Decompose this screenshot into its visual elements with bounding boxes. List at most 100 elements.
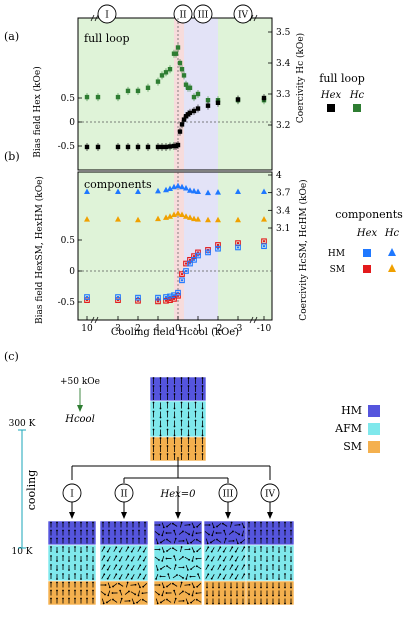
spin-arrow-head <box>142 568 145 571</box>
spin-arrow-head <box>141 598 144 601</box>
hc-component-point <box>235 188 241 194</box>
spin-arrow-head <box>182 600 185 602</box>
spin-arrow-head <box>118 577 121 580</box>
x-tick-label: -3 <box>234 324 243 334</box>
region-marker-4 <box>233 4 253 24</box>
x-tick-label: -10 <box>257 324 272 334</box>
hc-point <box>115 94 121 100</box>
spin-arrow-head <box>236 594 238 597</box>
legend-hm-hex-marker <box>363 249 371 257</box>
spin-arrow-head <box>62 589 64 592</box>
spin-arrow-head <box>196 525 199 528</box>
hc-point <box>155 79 161 84</box>
spin-arrow-head <box>231 555 234 558</box>
spin-arrow-head <box>173 555 176 558</box>
spin-arrow-head <box>156 569 159 571</box>
spin-arrow-head <box>160 601 162 604</box>
panel-b-frame <box>77 171 273 321</box>
spin-arrow-head <box>152 410 155 413</box>
spin-arrow-head <box>92 560 94 562</box>
spin-arrow-head <box>240 541 242 544</box>
spin-arrow-head <box>215 532 218 534</box>
axis-break <box>253 316 258 324</box>
panel-a-right-tick-label: 3.3 <box>276 90 291 100</box>
spin-arrow-head <box>231 573 234 576</box>
spin-arrow-head <box>194 437 197 439</box>
spin-arrow-head <box>236 602 238 605</box>
layer-legend-label: HM <box>341 404 362 417</box>
spin-arrow-head <box>144 521 146 524</box>
spin-arrow-head <box>92 581 94 584</box>
spin-arrow-head <box>142 585 145 588</box>
spin-arrow-head <box>128 590 130 593</box>
spin-arrow-head <box>230 602 232 605</box>
spin-arrow-head <box>180 401 183 404</box>
spin-arrow-head <box>272 573 274 575</box>
spin-arrow-head <box>74 564 76 566</box>
spin-arrow-head <box>158 548 161 551</box>
spin-arrow-head <box>102 602 105 605</box>
spin-arrow-head <box>248 529 250 532</box>
legend-sm-label: SM <box>330 265 345 275</box>
spin-arrow-head <box>231 546 234 549</box>
hex-component-core <box>197 251 199 254</box>
spin-arrow-head <box>290 586 292 589</box>
spin-arrow-head <box>92 529 94 532</box>
x-tick-label: 3 <box>115 324 121 334</box>
spin-arrow-head <box>115 555 118 558</box>
spin-arrow-head <box>248 586 250 589</box>
hc-component-point <box>175 182 181 189</box>
hc-component-point <box>183 213 189 219</box>
hex-point <box>163 144 169 150</box>
initial-stack-layer-1 <box>149 376 207 402</box>
spin-arrow-head <box>180 377 183 379</box>
hex-component-point <box>191 256 197 263</box>
axis-break <box>94 316 99 324</box>
spin-arrow-head <box>278 594 280 597</box>
spin-arrow-head <box>223 529 226 532</box>
hex-component-core <box>237 246 239 249</box>
spin-arrow-head <box>161 594 164 597</box>
hc-component-point <box>175 210 181 216</box>
spin-arrow-head <box>171 547 174 550</box>
spin-arrow-head <box>195 598 198 601</box>
spin-arrow-head <box>80 589 82 592</box>
spin-arrow-head <box>62 597 64 600</box>
spin-arrow-head <box>74 589 76 592</box>
panel-b-right-tick-label: 3.1 <box>276 224 290 234</box>
spin-arrow-head <box>138 521 140 524</box>
spin-arrow-head <box>266 602 268 605</box>
spin-arrow-head <box>165 592 168 594</box>
hc-component-point <box>179 211 185 217</box>
spin-arrow-head <box>80 529 82 532</box>
spin-arrow-head <box>56 569 58 571</box>
hex-component-core <box>169 295 171 298</box>
hex-point <box>135 144 141 150</box>
hex-point <box>205 103 211 108</box>
spin-arrow-head <box>218 594 220 597</box>
spin-arrow-head <box>62 529 64 532</box>
hex-point <box>175 142 181 148</box>
spin-arrow-head <box>74 597 76 600</box>
spin-arrow-head <box>103 573 106 576</box>
spin-arrow-head <box>187 393 190 395</box>
hex-point <box>179 122 185 127</box>
hex-component-core <box>173 294 175 297</box>
hex-component-point <box>183 268 189 274</box>
spin-arrow-head <box>134 593 137 596</box>
spin-arrow-head <box>162 526 165 529</box>
spin-arrow-head <box>236 586 238 589</box>
region-marker-3 <box>193 4 213 24</box>
hex-component-core <box>181 279 183 282</box>
spin-arrow-head <box>191 534 194 537</box>
axis-break <box>94 14 99 22</box>
spin-arrow-head <box>176 574 178 576</box>
hc-point <box>205 98 211 103</box>
spin-arrow-head <box>210 568 213 571</box>
spin-arrow-head <box>86 597 88 600</box>
spin-arrow-head <box>127 546 130 549</box>
panel-b-ylabel-right: Coercivity HcSM, HcHM (kOe) <box>298 179 309 320</box>
hex-point <box>191 108 197 114</box>
spin-arrow-head <box>284 586 286 589</box>
spin-arrow-head <box>260 521 262 524</box>
